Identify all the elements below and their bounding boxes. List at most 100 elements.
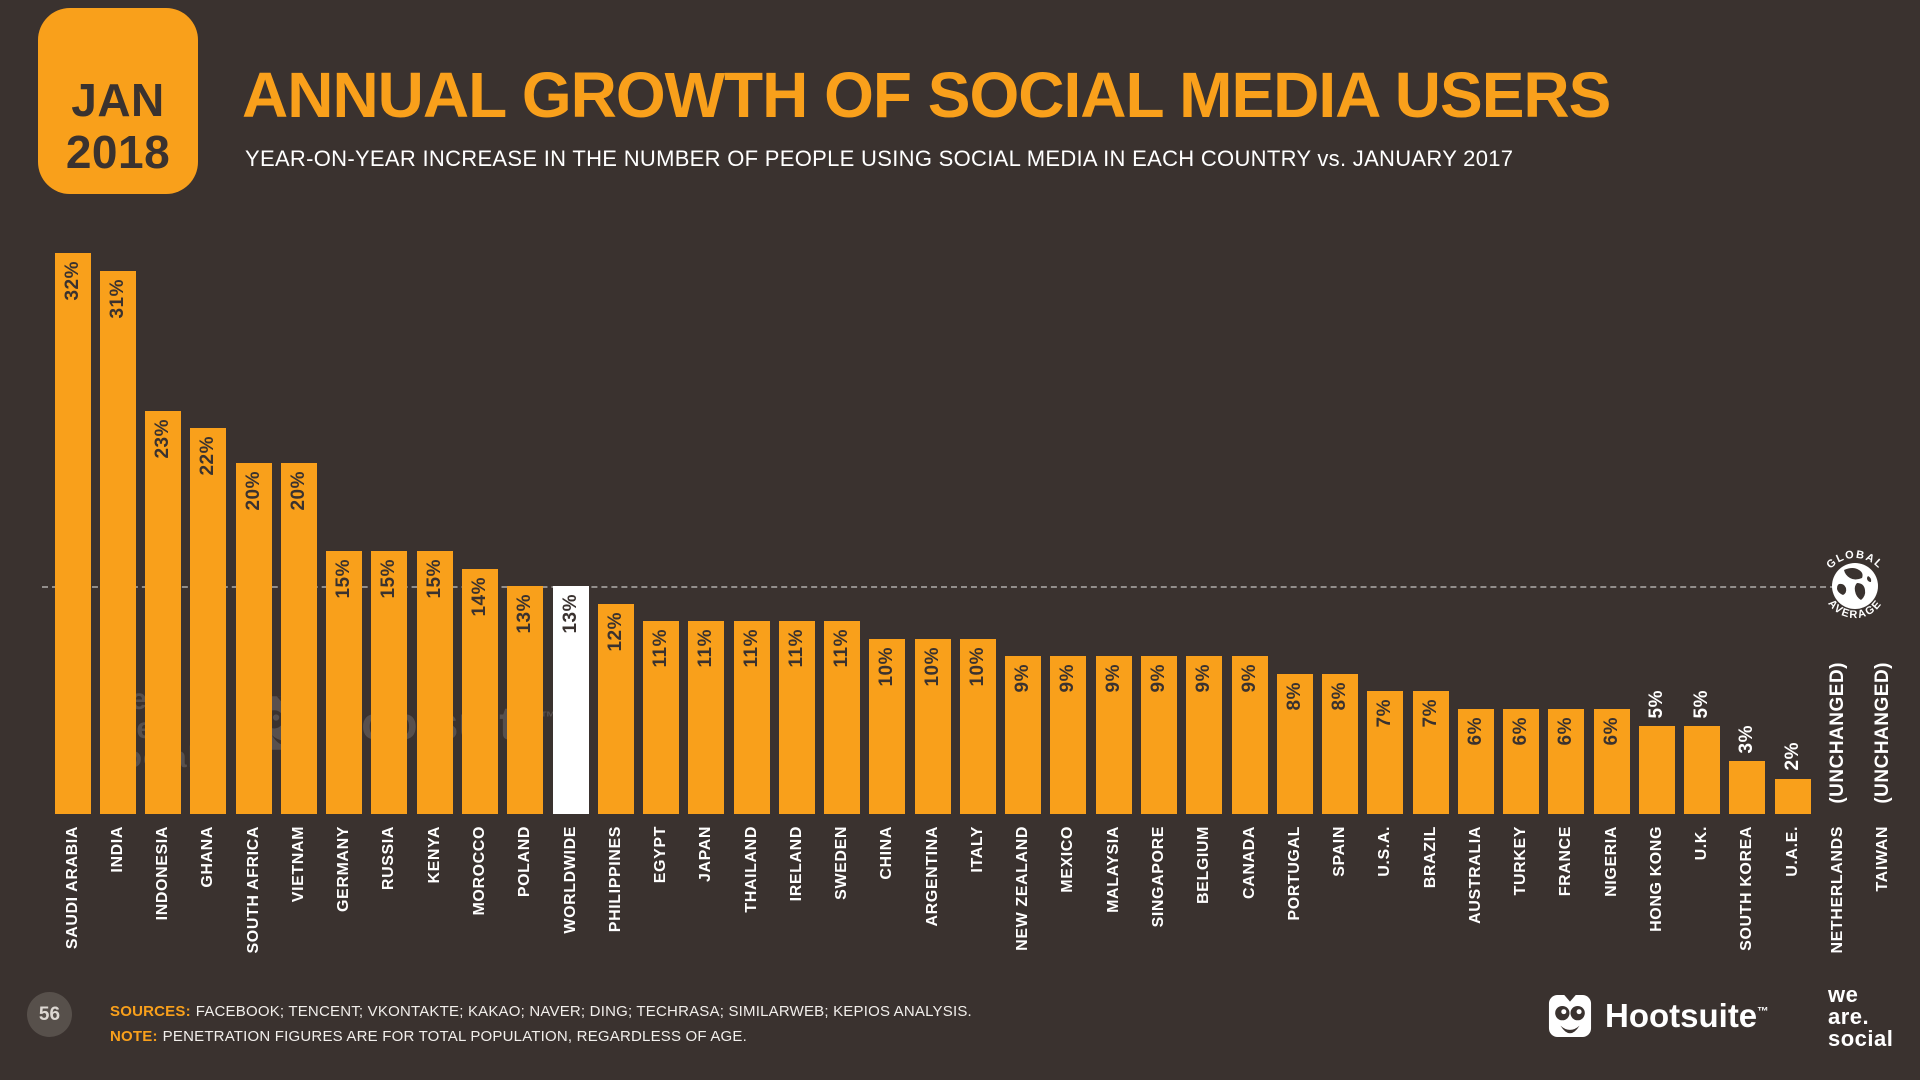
bar-philippines: 12% — [597, 603, 634, 814]
bar-ghana: 22% — [190, 428, 227, 814]
label-zone: MALAYSIA — [1091, 814, 1136, 1048]
bar-value-label: 3% — [1736, 724, 1758, 754]
bar-portugal: 8% — [1276, 673, 1313, 814]
category-label: KENYA — [425, 826, 443, 884]
chart-column-poland: 13% POLAND — [503, 253, 548, 1048]
unchanged-label: (UNCHANGED) — [1872, 662, 1894, 804]
chart-column-netherlands: (UNCHANGED) NETHERLANDS — [1815, 253, 1860, 1048]
chart-column-portugal: 8% PORTUGAL — [1272, 253, 1317, 1048]
bar-zone: 8% — [1317, 253, 1362, 814]
category-label: AUSTRALIA — [1466, 826, 1484, 924]
bar-zone: 9% — [1182, 253, 1227, 814]
category-label: INDIA — [108, 826, 126, 873]
bar-value-label: 15% — [333, 559, 355, 599]
bar-zone: 7% — [1408, 253, 1453, 814]
category-label: POLAND — [516, 826, 534, 898]
bar-zone: 5% — [1680, 253, 1725, 814]
global-average-line — [42, 586, 1876, 589]
bar-vietnam: 20% — [280, 463, 317, 814]
bar-zone: 10% — [910, 253, 955, 814]
category-label: U.A.E. — [1783, 826, 1801, 877]
label-zone: SPAIN — [1317, 814, 1362, 1048]
sources-note: SOURCES: FACEBOOK; TENCENT; VKONTAKTE; KA… — [110, 999, 972, 1049]
category-label: NIGERIA — [1602, 826, 1620, 897]
bar-south-korea: 3% — [1729, 725, 1766, 814]
category-label: TAIWAN — [1874, 826, 1892, 892]
category-label: SINGAPORE — [1150, 826, 1167, 928]
chart-column-russia: 15% RUSSIA — [367, 253, 412, 1048]
bar-chart: we are. social Hootsuite™ 32% SAUDI ARABI… — [42, 253, 1906, 1048]
category-label: VIETNAM — [289, 826, 307, 903]
bar-zone: 9% — [1091, 253, 1136, 814]
chart-column-australia: 6% AUSTRALIA — [1453, 253, 1498, 1048]
category-label: BRAZIL — [1421, 826, 1439, 889]
bar-zone: (UNCHANGED) — [1861, 253, 1906, 814]
bar-mexico: 9% — [1050, 656, 1087, 814]
unchanged-label: (UNCHANGED) — [1826, 662, 1848, 804]
bar-zone: 6% — [1589, 253, 1634, 814]
chart-column-vietnam: 20% VIETNAM — [276, 253, 321, 1048]
bar-kenya: 15% — [416, 551, 453, 814]
bar-zone: 10% — [865, 253, 910, 814]
bar-japan: 11% — [688, 621, 725, 814]
bar-value-label: 9% — [1193, 664, 1215, 693]
bar-value-label: 9% — [1012, 664, 1034, 693]
chart-column-belgium: 9% BELGIUM — [1182, 253, 1227, 1048]
chart-column-kenya: 15% KENYA — [412, 253, 457, 1048]
bar-indonesia: 23% — [145, 410, 182, 814]
bar-france: 6% — [1548, 708, 1585, 814]
category-label: U.S.A. — [1376, 826, 1394, 877]
chart-column-new-zealand: 9% NEW ZEALAND — [1001, 253, 1046, 1048]
wearesocial-logo-line: we — [1828, 982, 1859, 1007]
chart-column-canada: 9% CANADA — [1227, 253, 1272, 1048]
chart-column-ireland: 11% IRELAND — [774, 253, 819, 1048]
label-zone: U.A.E. — [1770, 814, 1815, 1048]
chart-column-indonesia: 23% INDONESIA — [141, 253, 186, 1048]
bar-zone: 31% — [95, 253, 140, 814]
category-label: FRANCE — [1557, 826, 1575, 897]
bar-zone: 23% — [141, 253, 186, 814]
category-label: GHANA — [199, 826, 217, 888]
bar-value-label: 10% — [921, 646, 943, 687]
bar-value-label: 9% — [1148, 664, 1169, 693]
bar-u-a-e: 2% — [1774, 742, 1811, 814]
category-label: THAILAND — [742, 826, 760, 913]
bar-value-label: 14% — [469, 576, 491, 617]
bar-value-label: 11% — [740, 629, 762, 668]
bar-value-label: 20% — [242, 471, 264, 511]
bar-south-africa: 20% — [235, 463, 272, 814]
bar-zone: 12% — [593, 253, 638, 814]
chart-column-nigeria: 6% NIGERIA — [1589, 253, 1634, 1048]
chart-column-china: 10% CHINA — [865, 253, 910, 1048]
chart-column-taiwan: (UNCHANGED) TAIWAN — [1861, 253, 1906, 1048]
badge-month: JAN — [71, 74, 165, 126]
category-label: SOUTH AFRICA — [244, 826, 262, 954]
sources-label: SOURCES: — [110, 1003, 191, 1020]
bar-spain: 8% — [1322, 673, 1359, 814]
category-label: HONG KONG — [1647, 826, 1665, 932]
badge-year: 2018 — [65, 126, 171, 178]
category-label: CHINA — [878, 826, 896, 880]
bar-belgium: 9% — [1186, 656, 1223, 814]
hootsuite-logo: Hootsuite™ — [1548, 994, 1769, 1038]
bar-value-label: 2% — [1781, 742, 1803, 771]
chart-column-malaysia: 9% MALAYSIA — [1091, 253, 1136, 1048]
category-label: ITALY — [968, 826, 986, 873]
chart-column-argentina: 10% ARGENTINA — [910, 253, 955, 1048]
label-zone: MEXICO — [1046, 814, 1091, 1048]
bar-zone: 7% — [1363, 253, 1408, 814]
bar-zone: 13% — [548, 253, 593, 814]
category-label: GERMANY — [335, 826, 353, 912]
label-zone: AUSTRALIA — [1453, 814, 1498, 1048]
global-average-badge: GLOBAL AVERAGE — [1816, 536, 1894, 641]
category-label: NETHERLANDS — [1828, 826, 1846, 954]
category-label: SOUTH KOREA — [1738, 826, 1756, 951]
bar-singapore: 9% — [1141, 656, 1177, 814]
bar-zone: (UNCHANGED) — [1815, 253, 1860, 814]
bar-sweden: 11% — [824, 621, 861, 814]
bar-new-zealand: 9% — [1005, 656, 1042, 814]
bar-china: 10% — [869, 638, 906, 814]
category-label: INDONESIA — [154, 826, 172, 921]
bar-zone: 20% — [231, 253, 276, 814]
chart-column-thailand: 11% THAILAND — [729, 253, 774, 1048]
